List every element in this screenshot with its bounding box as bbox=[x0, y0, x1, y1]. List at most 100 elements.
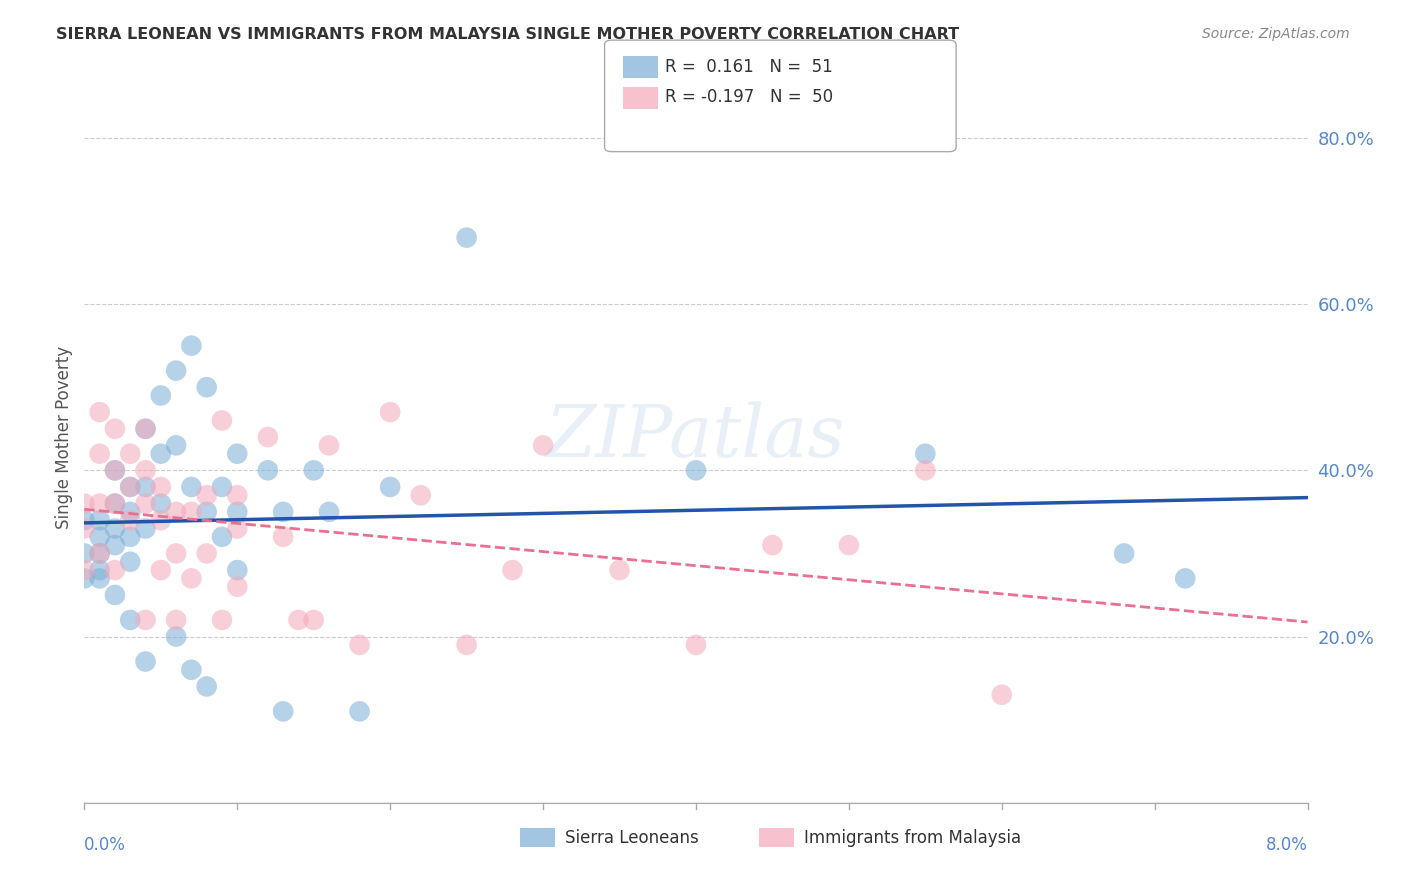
Point bbox=[89, 447, 111, 461]
Point bbox=[73, 521, 96, 535]
Point bbox=[180, 663, 202, 677]
Point bbox=[257, 430, 280, 444]
Point bbox=[135, 463, 157, 477]
Point bbox=[195, 380, 218, 394]
Point bbox=[165, 613, 187, 627]
Text: Immigrants from Malaysia: Immigrants from Malaysia bbox=[804, 830, 1021, 847]
Point bbox=[73, 563, 96, 577]
Text: R =  0.161   N =  51: R = 0.161 N = 51 bbox=[665, 58, 832, 76]
Point bbox=[226, 563, 249, 577]
Point bbox=[120, 447, 142, 461]
Point bbox=[89, 405, 111, 419]
Point bbox=[318, 438, 340, 452]
Point bbox=[991, 688, 1014, 702]
Point bbox=[226, 521, 249, 535]
Point bbox=[120, 505, 142, 519]
Point bbox=[120, 613, 142, 627]
Point bbox=[149, 497, 172, 511]
Text: SIERRA LEONEAN VS IMMIGRANTS FROM MALAYSIA SINGLE MOTHER POVERTY CORRELATION CHA: SIERRA LEONEAN VS IMMIGRANTS FROM MALAYS… bbox=[56, 27, 959, 42]
Point bbox=[149, 513, 172, 527]
Text: ZIPatlas: ZIPatlas bbox=[546, 401, 846, 473]
Point bbox=[180, 571, 202, 585]
Point bbox=[104, 588, 127, 602]
Point bbox=[226, 488, 249, 502]
Point bbox=[73, 546, 96, 560]
Point bbox=[761, 538, 783, 552]
Point bbox=[135, 497, 157, 511]
Point bbox=[89, 571, 111, 585]
Y-axis label: Single Mother Poverty: Single Mother Poverty bbox=[55, 345, 73, 529]
Point bbox=[914, 463, 936, 477]
Point bbox=[271, 705, 294, 719]
Point bbox=[195, 505, 218, 519]
Point bbox=[195, 488, 218, 502]
Point bbox=[149, 480, 172, 494]
Point bbox=[135, 480, 157, 494]
Point bbox=[165, 363, 187, 377]
Point bbox=[73, 571, 96, 585]
Point bbox=[211, 413, 233, 427]
Point bbox=[165, 630, 187, 644]
Point bbox=[165, 505, 187, 519]
Point bbox=[120, 530, 142, 544]
Point bbox=[914, 447, 936, 461]
Point bbox=[180, 480, 202, 494]
Point bbox=[89, 513, 111, 527]
Point bbox=[257, 463, 280, 477]
Point bbox=[456, 230, 478, 244]
Point bbox=[104, 497, 127, 511]
Point bbox=[120, 480, 142, 494]
Point bbox=[349, 705, 371, 719]
Point bbox=[135, 521, 157, 535]
Text: Source: ZipAtlas.com: Source: ZipAtlas.com bbox=[1202, 27, 1350, 41]
Point bbox=[73, 497, 96, 511]
Point bbox=[609, 563, 631, 577]
Point bbox=[1114, 546, 1136, 560]
Text: Sierra Leoneans: Sierra Leoneans bbox=[565, 830, 699, 847]
Point bbox=[1174, 571, 1197, 585]
Point bbox=[318, 505, 340, 519]
Text: 0.0%: 0.0% bbox=[84, 836, 127, 854]
Point bbox=[195, 680, 218, 694]
Point bbox=[165, 546, 187, 560]
Point bbox=[302, 613, 325, 627]
Point bbox=[89, 530, 111, 544]
Point bbox=[135, 613, 157, 627]
Point bbox=[271, 530, 294, 544]
Point bbox=[149, 388, 172, 402]
Point bbox=[380, 405, 402, 419]
Point bbox=[349, 638, 371, 652]
Point bbox=[380, 480, 402, 494]
Point bbox=[685, 638, 707, 652]
Text: 8.0%: 8.0% bbox=[1265, 836, 1308, 854]
Point bbox=[149, 447, 172, 461]
Point bbox=[180, 505, 202, 519]
Point bbox=[195, 546, 218, 560]
Point bbox=[271, 505, 294, 519]
Point bbox=[120, 513, 142, 527]
Point bbox=[104, 463, 127, 477]
Point bbox=[180, 338, 202, 352]
Point bbox=[89, 563, 111, 577]
Point bbox=[135, 422, 157, 436]
Point bbox=[104, 521, 127, 535]
Point bbox=[211, 613, 233, 627]
Point bbox=[302, 463, 325, 477]
Point bbox=[89, 546, 111, 560]
Point bbox=[104, 563, 127, 577]
Point bbox=[502, 563, 524, 577]
Point bbox=[104, 422, 127, 436]
Text: R = -0.197   N =  50: R = -0.197 N = 50 bbox=[665, 88, 834, 106]
Point bbox=[73, 513, 96, 527]
Point bbox=[89, 497, 111, 511]
Point bbox=[211, 530, 233, 544]
Point bbox=[226, 505, 249, 519]
Point bbox=[165, 438, 187, 452]
Point bbox=[685, 463, 707, 477]
Point bbox=[226, 447, 249, 461]
Point bbox=[135, 655, 157, 669]
Point bbox=[104, 463, 127, 477]
Point bbox=[104, 538, 127, 552]
Point bbox=[409, 488, 432, 502]
Point bbox=[226, 580, 249, 594]
